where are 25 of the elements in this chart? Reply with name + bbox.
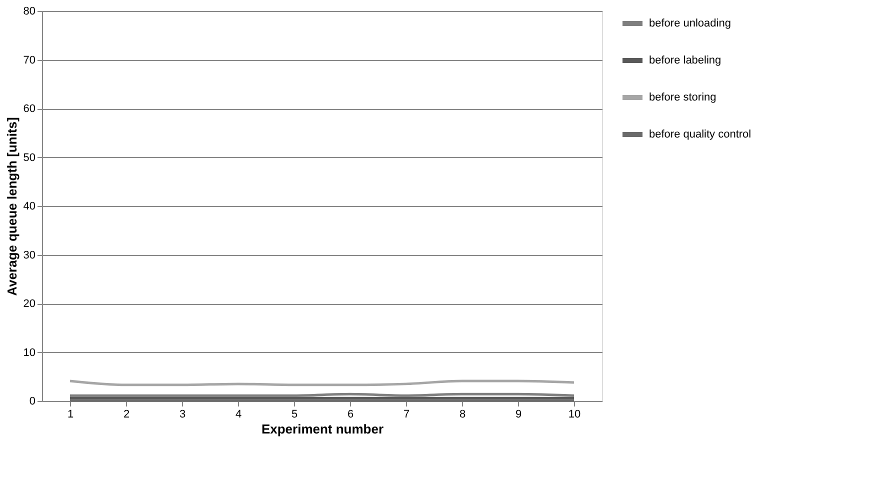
legend-label: before quality control bbox=[649, 128, 752, 140]
x-tick-label: 5 bbox=[291, 408, 298, 420]
x-tick-label: 7 bbox=[403, 408, 410, 420]
legend-label: before storing bbox=[649, 92, 716, 104]
x-tick-label: 8 bbox=[459, 408, 466, 420]
y-tick-label: 10 bbox=[23, 346, 36, 359]
x-tick-label: 10 bbox=[568, 408, 581, 420]
y-tick-label: 50 bbox=[23, 152, 36, 164]
y-tick-label: 40 bbox=[23, 200, 36, 212]
y-tick-label: 30 bbox=[23, 249, 36, 262]
x-tick-label: 1 bbox=[67, 408, 74, 420]
y-tick-label: 0 bbox=[29, 396, 36, 408]
x-tick-label: 6 bbox=[347, 408, 354, 420]
legend-label: before unloading bbox=[649, 18, 731, 30]
y-axis-title: Average queue length [units] bbox=[4, 117, 20, 296]
y-tick-label: 70 bbox=[23, 54, 36, 66]
legend-label: before labeling bbox=[649, 54, 722, 66]
y-tick-label: 20 bbox=[23, 298, 36, 310]
x-tick-label: 2 bbox=[123, 408, 130, 420]
y-tick-label: 60 bbox=[23, 103, 36, 115]
x-axis-title: Experiment number bbox=[261, 422, 384, 436]
x-tick-label: 9 bbox=[515, 408, 522, 420]
y-tick-label: 80 bbox=[23, 6, 36, 18]
x-tick-label: 4 bbox=[235, 408, 242, 420]
x-tick-label: 3 bbox=[179, 408, 186, 420]
